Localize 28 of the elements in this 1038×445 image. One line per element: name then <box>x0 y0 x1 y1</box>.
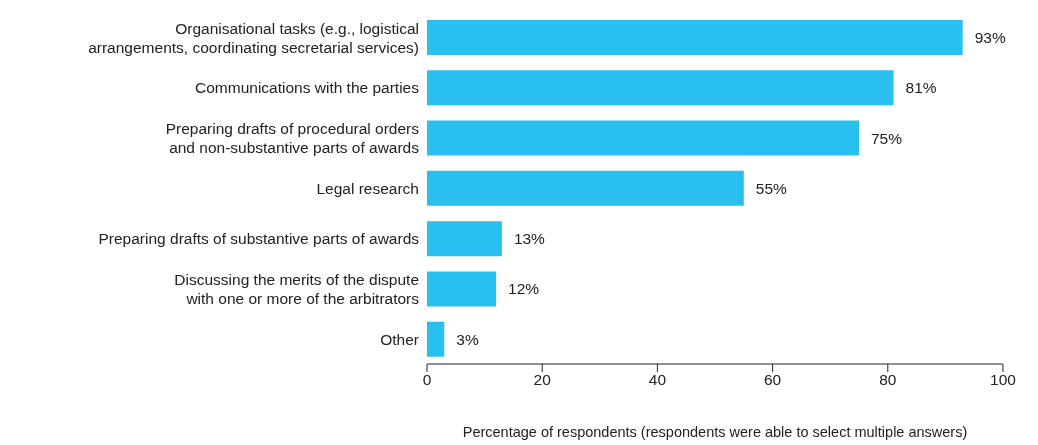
x-tick-label: 0 <box>422 371 432 389</box>
y-tick-label: Communications with the parties <box>195 78 420 96</box>
data-label: 75% <box>871 129 903 147</box>
data-label: 93% <box>974 29 1006 46</box>
y-tick-label: Preparing drafts of substantive parts of awards <box>98 229 420 247</box>
x-tick-label: 60 <box>763 371 782 389</box>
x-tick-label: 40 <box>648 371 667 389</box>
y-tick-label: Other <box>380 330 419 348</box>
bar <box>427 70 894 106</box>
y-tick-label: Legal research <box>316 179 419 197</box>
data-label: 12% <box>508 280 540 298</box>
data-label: 81% <box>905 79 937 97</box>
bar <box>427 321 445 357</box>
bar <box>427 120 859 156</box>
data-label: 3% <box>456 330 479 348</box>
bar <box>427 170 744 206</box>
y-tick-label: Preparing drafts of procedural orders and non-substantive parts of awards <box>165 119 420 156</box>
bar <box>427 271 497 307</box>
x-tick-label: 100 <box>990 371 1017 389</box>
y-tick-label: Organisational tasks (e.g., logistical arrangements, coordinating secretarial services) <box>88 19 419 56</box>
bar <box>427 221 502 257</box>
bar <box>427 20 963 55</box>
data-label: 55% <box>755 179 788 197</box>
x-axis-title: Percentage of respondents (respondents were able to select multiple answers) <box>461 424 969 440</box>
data-label: 13% <box>513 230 546 248</box>
x-tick-label: 80 <box>879 371 897 389</box>
x-tick-label: 20 <box>533 371 552 389</box>
y-tick-label: Discussing the merits of the dispute with one or more of the arbitrators <box>174 270 420 307</box>
